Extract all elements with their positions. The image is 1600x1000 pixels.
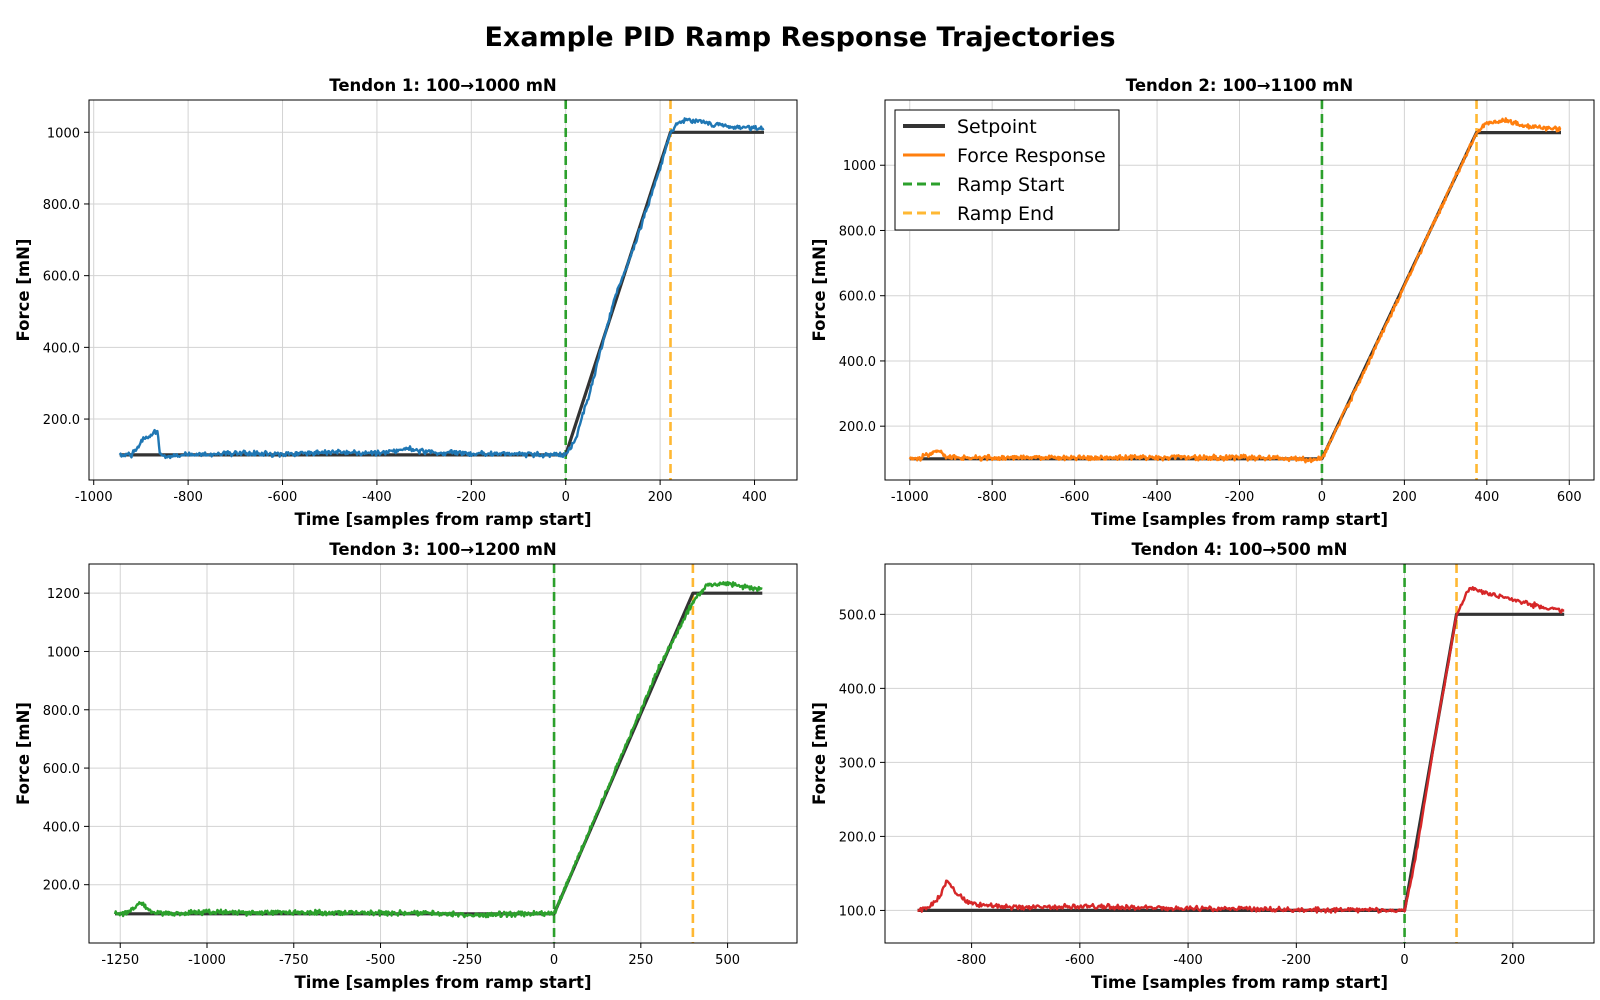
y-axis-label: Force [mN]: [14, 239, 33, 342]
x-tick-label: 200: [1500, 953, 1525, 968]
x-tick-label: -1000: [891, 490, 929, 505]
axes-frame: [884, 563, 1595, 944]
x-tick-label: 200: [648, 490, 673, 505]
x-tick-label: 600: [1557, 490, 1582, 505]
x-tick-label: 250: [628, 953, 653, 968]
y-tick-label: 800.0: [43, 704, 80, 719]
y-tick-label: 800.0: [43, 198, 80, 213]
y-tick-label: 200.0: [43, 413, 80, 428]
x-tick-label: -600: [268, 490, 298, 505]
x-tick-label: -200: [1225, 490, 1255, 505]
legend-label: Force Response: [957, 145, 1106, 167]
x-axis-label: Time [samples from ramp start]: [295, 973, 592, 992]
y-tick-label: 400.0: [839, 355, 876, 370]
force-response-line: [917, 586, 1565, 914]
legend: Setpoint Force Response Ramp Start Ramp End: [894, 109, 1120, 231]
panel-tendon-3: -1250 -1000 -750 -500 -250 0 250 500 200.0 400.0 6…: [14, 540, 798, 992]
panel-title: Tendon 4: 100→500 mN: [1132, 540, 1348, 559]
y-tick-label: 600.0: [43, 270, 80, 285]
y-tick-label: 500.0: [839, 608, 876, 623]
force-response-line: [113, 580, 763, 919]
x-axis-label: Time [samples from ramp start]: [1091, 510, 1388, 529]
panel-title: Tendon 3: 100→1200 mN: [329, 540, 556, 559]
x-tick-label: -800: [977, 490, 1007, 505]
x-tick-label: 0: [562, 490, 570, 505]
x-tick-label: -600: [1065, 953, 1095, 968]
x-tick-label: -600: [1060, 490, 1090, 505]
y-tick-label: 200.0: [43, 879, 80, 894]
y-tick-label: 600.0: [43, 762, 80, 777]
y-axis-label: Force [mN]: [14, 702, 33, 805]
y-tick-label: 400.0: [839, 682, 876, 697]
x-tick-label: 0: [550, 953, 558, 968]
x-tick-label: -500: [366, 953, 396, 968]
x-tick-label: -200: [457, 490, 487, 505]
plot-area: [908, 100, 1562, 480]
x-tick-label: -750: [279, 953, 309, 968]
x-tick-label: -1250: [101, 953, 139, 968]
y-tick-label: 1200: [47, 587, 80, 602]
y-tick-label: 400.0: [43, 820, 80, 835]
x-tick-label: -250: [453, 953, 483, 968]
x-tick-label: -400: [362, 490, 392, 505]
panel-tendon-4: -800 -600 -400 -200 0 200 100.0 200.0 300.0 400.0…: [810, 540, 1595, 992]
x-tick-label: 400: [742, 490, 767, 505]
legend-label: Setpoint: [957, 116, 1037, 138]
y-tick-label: 1000: [47, 126, 80, 141]
force-response-line: [908, 117, 1562, 464]
legend-box: [894, 109, 1120, 231]
y-tick-label: 200.0: [839, 830, 876, 845]
x-tick-label: -400: [1142, 490, 1172, 505]
axes-frame: [88, 99, 798, 481]
panel-title: Tendon 2: 100→1100 mN: [1126, 76, 1353, 95]
setpoint-line: [115, 591, 763, 916]
x-axis-label: Time [samples from ramp start]: [295, 510, 592, 529]
y-tick-label: 1000: [843, 159, 876, 174]
plot-area: [113, 564, 763, 943]
x-axis-label: Time [samples from ramp start]: [1091, 973, 1388, 992]
axes-frame: [88, 563, 798, 944]
x-tick-label: 0: [1400, 953, 1408, 968]
y-tick-label: 100.0: [839, 904, 876, 919]
x-tick-label: -800: [173, 490, 203, 505]
x-tick-label: -800: [957, 953, 987, 968]
legend-label: Ramp End: [957, 203, 1054, 225]
x-tick-label: 0: [1318, 490, 1326, 505]
setpoint-line: [119, 130, 764, 457]
y-axis-label: Force [mN]: [810, 702, 829, 805]
x-tick-label: 400: [1474, 490, 1499, 505]
x-tick-label: 500: [715, 953, 740, 968]
y-tick-label: 1000: [47, 645, 80, 660]
y-tick-label: 300.0: [839, 756, 876, 771]
figure-title: Example PID Ramp Response Trajectories: [484, 22, 1116, 53]
y-tick-label: 200.0: [839, 420, 876, 435]
y-tick-label: 400.0: [43, 341, 80, 356]
x-tick-label: -1000: [75, 490, 113, 505]
x-tick-label: -400: [1173, 953, 1203, 968]
force-response-line: [118, 117, 765, 460]
y-axis-label: Force [mN]: [810, 239, 829, 342]
x-tick-label: 200: [1392, 490, 1417, 505]
panel-title: Tendon 1: 100→1000 mN: [329, 76, 556, 95]
plot-area: [917, 564, 1565, 943]
panel-tendon-1: -1000 -800 -600 -400 -200 0 200 400 200.0 400.0 60…: [14, 76, 798, 529]
y-tick-label: 800.0: [839, 224, 876, 239]
legend-label: Ramp Start: [957, 174, 1064, 196]
y-tick-label: 600.0: [839, 290, 876, 305]
panel-tendon-2: -1000 -800 -600 -400 -200 0 200 400 600 200.0 400.…: [810, 76, 1595, 529]
x-tick-label: -200: [1282, 953, 1312, 968]
plot-area: [118, 100, 765, 480]
x-tick-label: -1000: [188, 953, 226, 968]
